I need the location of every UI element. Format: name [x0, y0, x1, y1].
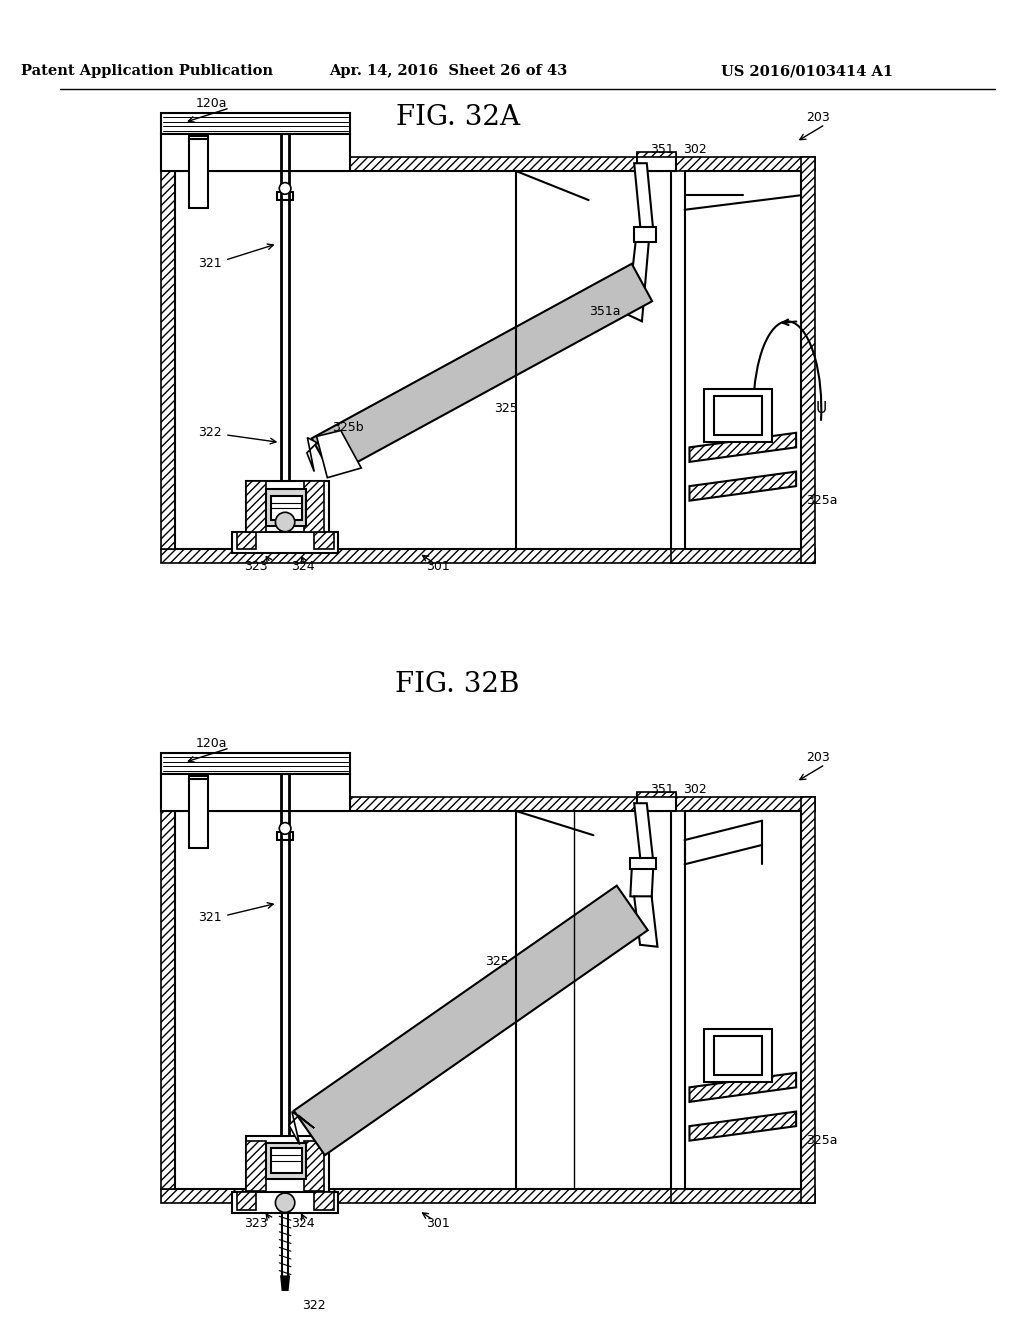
Text: 325: 325	[495, 403, 518, 414]
Bar	[161, 112, 350, 135]
Text: 203: 203	[806, 751, 829, 764]
Text: 351: 351	[649, 143, 674, 156]
Circle shape	[275, 1193, 295, 1213]
Bar	[637, 152, 676, 157]
Polygon shape	[628, 230, 649, 321]
Text: 203: 203	[806, 111, 829, 124]
Text: 321: 321	[199, 911, 222, 924]
Text: 120a: 120a	[196, 96, 227, 110]
Bar	[637, 793, 676, 810]
Bar	[247, 1135, 329, 1199]
Polygon shape	[294, 886, 648, 1155]
Text: FIG. 32A: FIG. 32A	[395, 104, 520, 131]
Polygon shape	[689, 433, 796, 462]
Text: 321: 321	[199, 256, 222, 269]
Bar	[161, 1189, 685, 1203]
Bar	[637, 153, 676, 172]
Text: 325b: 325b	[332, 421, 364, 434]
Text: Apr. 14, 2016  Sheet 26 of 43: Apr. 14, 2016 Sheet 26 of 43	[329, 65, 567, 78]
Text: 351a: 351a	[589, 305, 621, 318]
Bar	[231, 532, 338, 553]
Polygon shape	[689, 1073, 796, 1102]
Polygon shape	[311, 264, 652, 475]
Bar	[247, 482, 265, 532]
Text: 325a: 325a	[806, 1134, 838, 1147]
Text: 301: 301	[426, 560, 451, 573]
Bar	[631, 858, 655, 869]
Bar	[671, 1189, 814, 1203]
Bar	[642, 157, 671, 172]
Text: 324: 324	[291, 1217, 314, 1230]
Bar	[265, 488, 306, 525]
Text: 325: 325	[484, 954, 508, 968]
Bar	[671, 797, 814, 810]
Text: 322: 322	[199, 426, 222, 440]
Bar	[314, 1192, 334, 1209]
Bar	[705, 389, 772, 442]
Polygon shape	[316, 430, 361, 478]
Bar	[265, 1143, 306, 1180]
Bar	[634, 227, 655, 242]
Polygon shape	[289, 1111, 314, 1144]
Bar	[314, 532, 334, 549]
Text: US 2016/0103414 A1: US 2016/0103414 A1	[721, 65, 893, 78]
Polygon shape	[634, 164, 653, 234]
Bar	[801, 797, 814, 1203]
Bar	[161, 172, 174, 549]
Polygon shape	[631, 859, 653, 898]
Bar	[671, 549, 814, 562]
Circle shape	[280, 822, 291, 834]
Text: 325a: 325a	[806, 494, 838, 507]
Polygon shape	[282, 1276, 289, 1315]
Bar	[714, 1036, 762, 1074]
Bar	[247, 1140, 265, 1191]
Text: 302: 302	[683, 143, 707, 156]
Bar	[304, 1140, 324, 1191]
Bar	[642, 797, 671, 810]
Bar	[174, 797, 671, 810]
Text: 120a: 120a	[196, 737, 227, 750]
Circle shape	[280, 182, 291, 194]
Polygon shape	[689, 1111, 796, 1140]
Polygon shape	[634, 803, 653, 865]
Text: U: U	[816, 401, 827, 416]
Bar	[671, 157, 814, 172]
Bar	[161, 549, 685, 562]
Bar	[637, 792, 676, 797]
Text: 323: 323	[244, 560, 268, 573]
Bar	[801, 157, 814, 562]
Bar	[270, 496, 302, 520]
Polygon shape	[689, 471, 796, 500]
Polygon shape	[307, 438, 330, 471]
Text: 324: 324	[291, 560, 314, 573]
Bar	[161, 752, 350, 774]
Bar	[161, 810, 174, 1189]
Bar	[189, 135, 209, 207]
Bar	[705, 1030, 772, 1082]
Bar	[714, 396, 762, 434]
Bar	[231, 1192, 338, 1213]
Polygon shape	[634, 896, 657, 946]
Bar	[237, 532, 256, 549]
Bar	[237, 1192, 256, 1209]
Bar	[161, 774, 350, 810]
Text: 322: 322	[302, 1299, 327, 1312]
Text: 301: 301	[426, 1217, 451, 1230]
Text: 302: 302	[683, 783, 707, 796]
Text: 351: 351	[649, 783, 674, 796]
Bar	[247, 482, 329, 535]
Circle shape	[275, 512, 295, 532]
Text: 323: 323	[244, 1217, 268, 1230]
Bar	[304, 482, 324, 532]
Text: Patent Application Publication: Patent Application Publication	[22, 65, 273, 78]
Bar	[270, 1148, 302, 1172]
Bar	[161, 135, 350, 172]
Text: FIG. 32B: FIG. 32B	[395, 672, 520, 698]
Bar	[189, 774, 209, 847]
Bar	[174, 157, 671, 172]
